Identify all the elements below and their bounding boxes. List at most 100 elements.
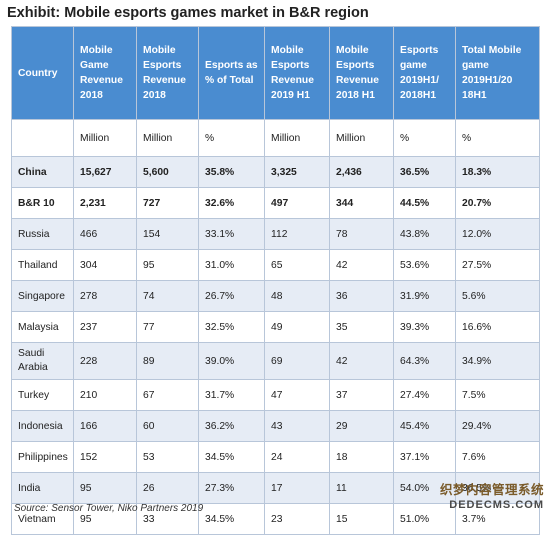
- value-cell: 53: [136, 441, 199, 473]
- table-row: Russia 466 154 33.1% 112 78 43.8% 12.0%: [11, 218, 540, 250]
- source-note: Source: Sensor Tower, Niko Partners 2019: [14, 503, 204, 514]
- value-cell: 166: [73, 410, 137, 442]
- country-cell: Malaysia: [11, 311, 74, 343]
- header-cell: Mobile Game Revenue 2018: [73, 26, 137, 120]
- value-cell: 15: [329, 503, 394, 535]
- value-cell: 43.8%: [393, 218, 456, 250]
- value-cell: 29: [329, 410, 394, 442]
- value-cell: 74: [136, 280, 199, 312]
- value-cell: 2,436: [329, 156, 394, 188]
- value-cell: 7.5%: [455, 379, 540, 411]
- header-cell: Total Mobile game 2019H1/20 18H1: [455, 26, 540, 120]
- table-row: Indonesia 166 60 36.2% 43 29 45.4% 29.4%: [11, 410, 540, 442]
- value-cell: 5.6%: [455, 280, 540, 312]
- value-cell: 112: [264, 218, 330, 250]
- value-cell: 39.0%: [198, 342, 265, 380]
- value-cell: 36.5%: [393, 156, 456, 188]
- value-cell: 32.6%: [198, 187, 265, 219]
- country-cell: Singapore: [11, 280, 74, 312]
- value-cell: 48: [264, 280, 330, 312]
- table-row: Turkey 210 67 31.7% 47 37 27.4% 7.5%: [11, 379, 540, 411]
- value-cell: 2,231: [73, 187, 137, 219]
- value-cell: 32.5%: [198, 311, 265, 343]
- value-cell: 35: [329, 311, 394, 343]
- value-cell: 27.4%: [393, 379, 456, 411]
- value-cell: 29.4%: [455, 410, 540, 442]
- table-row: Malaysia 237 77 32.5% 49 35 39.3% 16.6%: [11, 311, 540, 343]
- value-cell: 31.7%: [198, 379, 265, 411]
- value-cell: 95: [136, 249, 199, 281]
- value-cell: 26: [136, 472, 199, 504]
- value-cell: 18.3%: [455, 156, 540, 188]
- table-row: Philippines 152 53 34.5% 24 18 37.1% 7.6%: [11, 441, 540, 473]
- value-cell: 36.2%: [198, 410, 265, 442]
- country-cell: Philippines: [11, 441, 74, 473]
- header-cell: Esports as % of Total: [198, 26, 265, 120]
- table-row: China 15,627 5,600 35.8% 3,325 2,436 36.5% 18.3…: [11, 156, 540, 188]
- unit-cell: %: [455, 119, 540, 157]
- watermark-line2: DEDECMS.COM: [449, 499, 544, 511]
- value-cell: 37.1%: [393, 441, 456, 473]
- value-cell: 26.7%: [198, 280, 265, 312]
- units-row: Million Million % Million Million % %: [11, 119, 540, 157]
- watermark-logo: 织梦内容管理系统 DEDECMS.COM: [432, 483, 544, 519]
- value-cell: 11: [329, 472, 394, 504]
- value-cell: 154: [136, 218, 199, 250]
- value-cell: 31.9%: [393, 280, 456, 312]
- value-cell: 304: [73, 249, 137, 281]
- value-cell: 237: [73, 311, 137, 343]
- value-cell: 37: [329, 379, 394, 411]
- country-cell: China: [11, 156, 74, 188]
- country-cell: Thailand: [11, 249, 74, 281]
- value-cell: 152: [73, 441, 137, 473]
- unit-cell: Million: [264, 119, 330, 157]
- header-cell: Mobile Esports Revenue 2018 H1: [329, 26, 394, 120]
- value-cell: 7.6%: [455, 441, 540, 473]
- value-cell: 15,627: [73, 156, 137, 188]
- header-cell: Mobile Esports Revenue 2018: [136, 26, 199, 120]
- value-cell: 31.0%: [198, 249, 265, 281]
- header-cell: Esports game 2019H1/ 2018H1: [393, 26, 456, 120]
- value-cell: 36.5%: [455, 472, 540, 504]
- unit-cell: Million: [73, 119, 137, 157]
- value-cell: 53.6%: [393, 249, 456, 281]
- value-cell: 18: [329, 441, 394, 473]
- value-cell: 5,600: [136, 156, 199, 188]
- value-cell: 3,325: [264, 156, 330, 188]
- table-row: Thailand 304 95 31.0% 65 42 53.6% 27.5%: [11, 249, 540, 281]
- value-cell: 16.6%: [455, 311, 540, 343]
- market-table: Country Mobile Game Revenue 2018 Mobile …: [11, 26, 540, 535]
- value-cell: 54.0%: [393, 472, 456, 504]
- unit-cell: %: [198, 119, 265, 157]
- value-cell: 42: [329, 249, 394, 281]
- watermark-line1: 织梦内容管理系统: [439, 483, 544, 497]
- unit-cell: [11, 119, 74, 157]
- value-cell: 34.9%: [455, 342, 540, 380]
- exhibit-title: Exhibit: Mobile esports games market in …: [7, 5, 369, 21]
- unit-cell: Million: [136, 119, 199, 157]
- value-cell: 77: [136, 311, 199, 343]
- value-cell: 727: [136, 187, 199, 219]
- value-cell: 17: [264, 472, 330, 504]
- value-cell: 49: [264, 311, 330, 343]
- value-cell: 67: [136, 379, 199, 411]
- value-cell: 33.1%: [198, 218, 265, 250]
- value-cell: 12.0%: [455, 218, 540, 250]
- country-cell: Indonesia: [11, 410, 74, 442]
- value-cell: 27.5%: [455, 249, 540, 281]
- value-cell: 35.8%: [198, 156, 265, 188]
- header-cell: Mobile Esports Revenue 2019 H1: [264, 26, 330, 120]
- country-cell: Turkey: [11, 379, 74, 411]
- value-cell: 60: [136, 410, 199, 442]
- country-cell: Russia: [11, 218, 74, 250]
- value-cell: 228: [73, 342, 137, 380]
- value-cell: 89: [136, 342, 199, 380]
- value-cell: 466: [73, 218, 137, 250]
- value-cell: 278: [73, 280, 137, 312]
- value-cell: 78: [329, 218, 394, 250]
- value-cell: 42: [329, 342, 394, 380]
- country-cell: B&R 10: [11, 187, 74, 219]
- header-row: Country Mobile Game Revenue 2018 Mobile …: [11, 26, 540, 120]
- value-cell: 24: [264, 441, 330, 473]
- value-cell: 34.5%: [198, 503, 265, 535]
